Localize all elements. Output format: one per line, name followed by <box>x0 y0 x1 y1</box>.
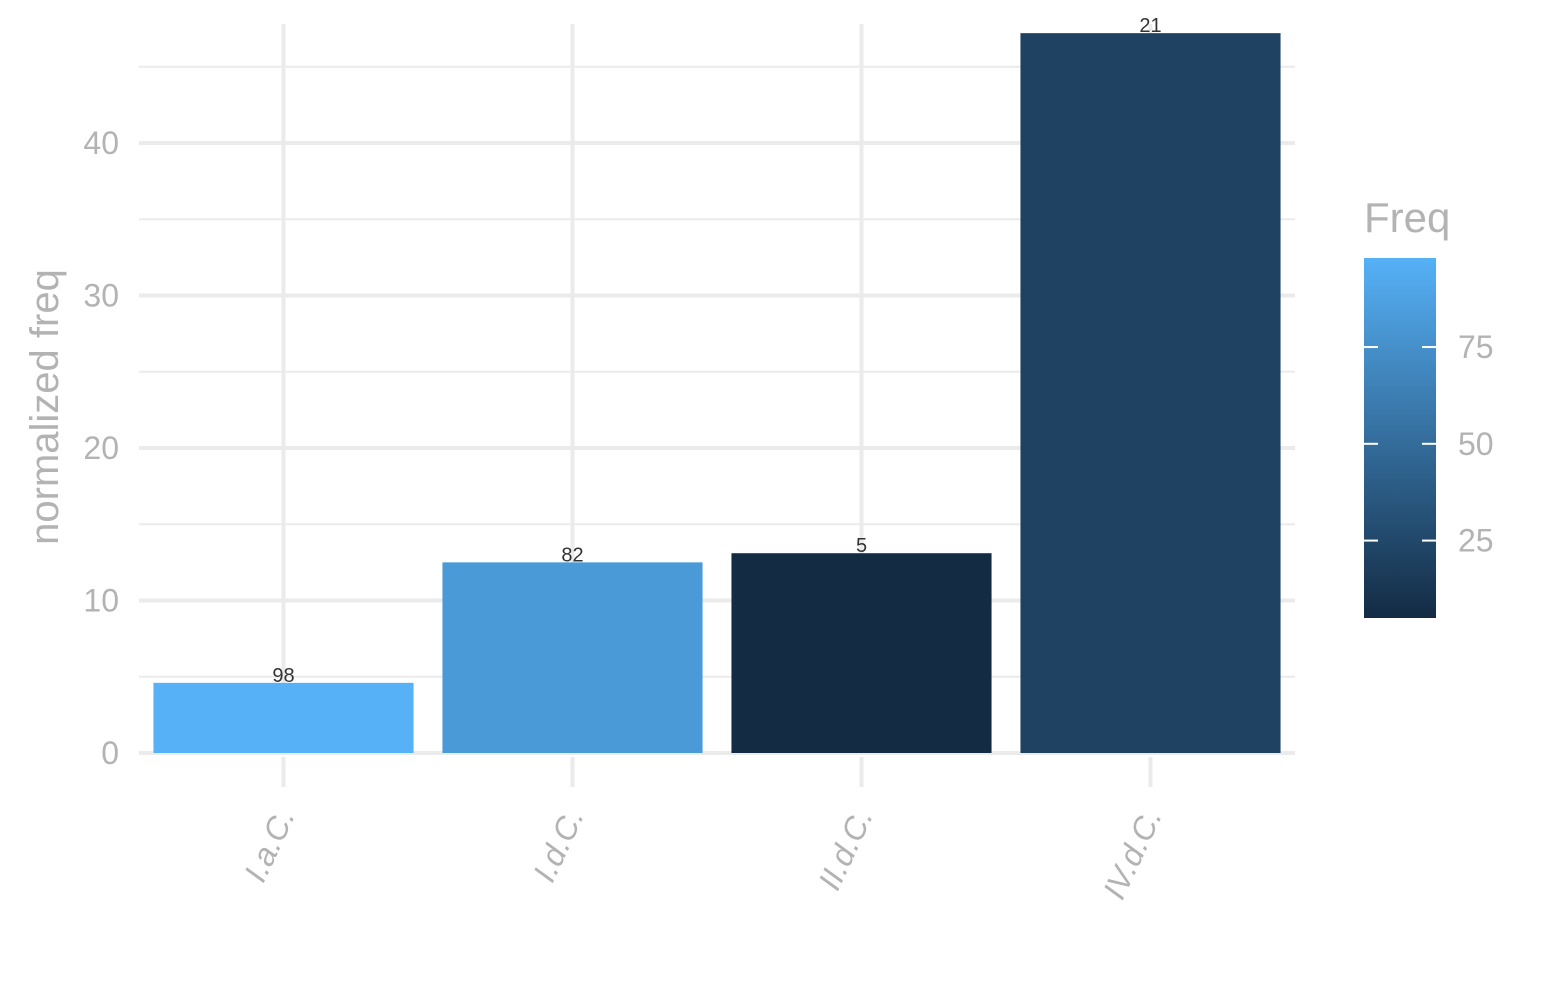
color-legend: Freq 25 50 75 <box>1364 194 1494 618</box>
y-tick-label: 0 <box>101 735 119 771</box>
data-labels: 98 82 5 21 <box>272 15 1161 687</box>
y-axis-title: normalized freq <box>23 269 67 545</box>
y-tick-label: 10 <box>83 582 119 618</box>
bar-1 <box>442 562 703 753</box>
legend-tick-label: 25 <box>1458 523 1494 559</box>
legend-title: Freq <box>1364 194 1450 241</box>
bars <box>153 33 1281 753</box>
bar-data-label: 98 <box>272 665 294 687</box>
bar-0 <box>153 682 414 753</box>
y-tick-label: 30 <box>83 277 119 313</box>
legend-colorbar <box>1364 258 1436 618</box>
bar-data-label: 5 <box>856 535 867 557</box>
legend-tick-label: 75 <box>1458 329 1494 365</box>
bar-3 <box>1020 33 1281 753</box>
x-tick-label: I.a.C. <box>237 803 302 888</box>
x-tick-label: IV.d.C. <box>1096 803 1169 905</box>
y-tick-label: 20 <box>83 430 119 466</box>
bar-data-label: 82 <box>561 544 583 566</box>
legend-tick-label: 50 <box>1458 426 1494 462</box>
x-tick-label: II.d.C. <box>811 803 880 896</box>
y-tick-label: 40 <box>83 125 119 161</box>
x-tick-label: I.d.C. <box>526 803 591 888</box>
bar-data-label: 21 <box>1139 15 1161 37</box>
axes: I.a.C. I.d.C. II.d.C. IV.d.C. 0 10 20 30 40 <box>83 125 1168 904</box>
bar-2 <box>731 553 992 753</box>
